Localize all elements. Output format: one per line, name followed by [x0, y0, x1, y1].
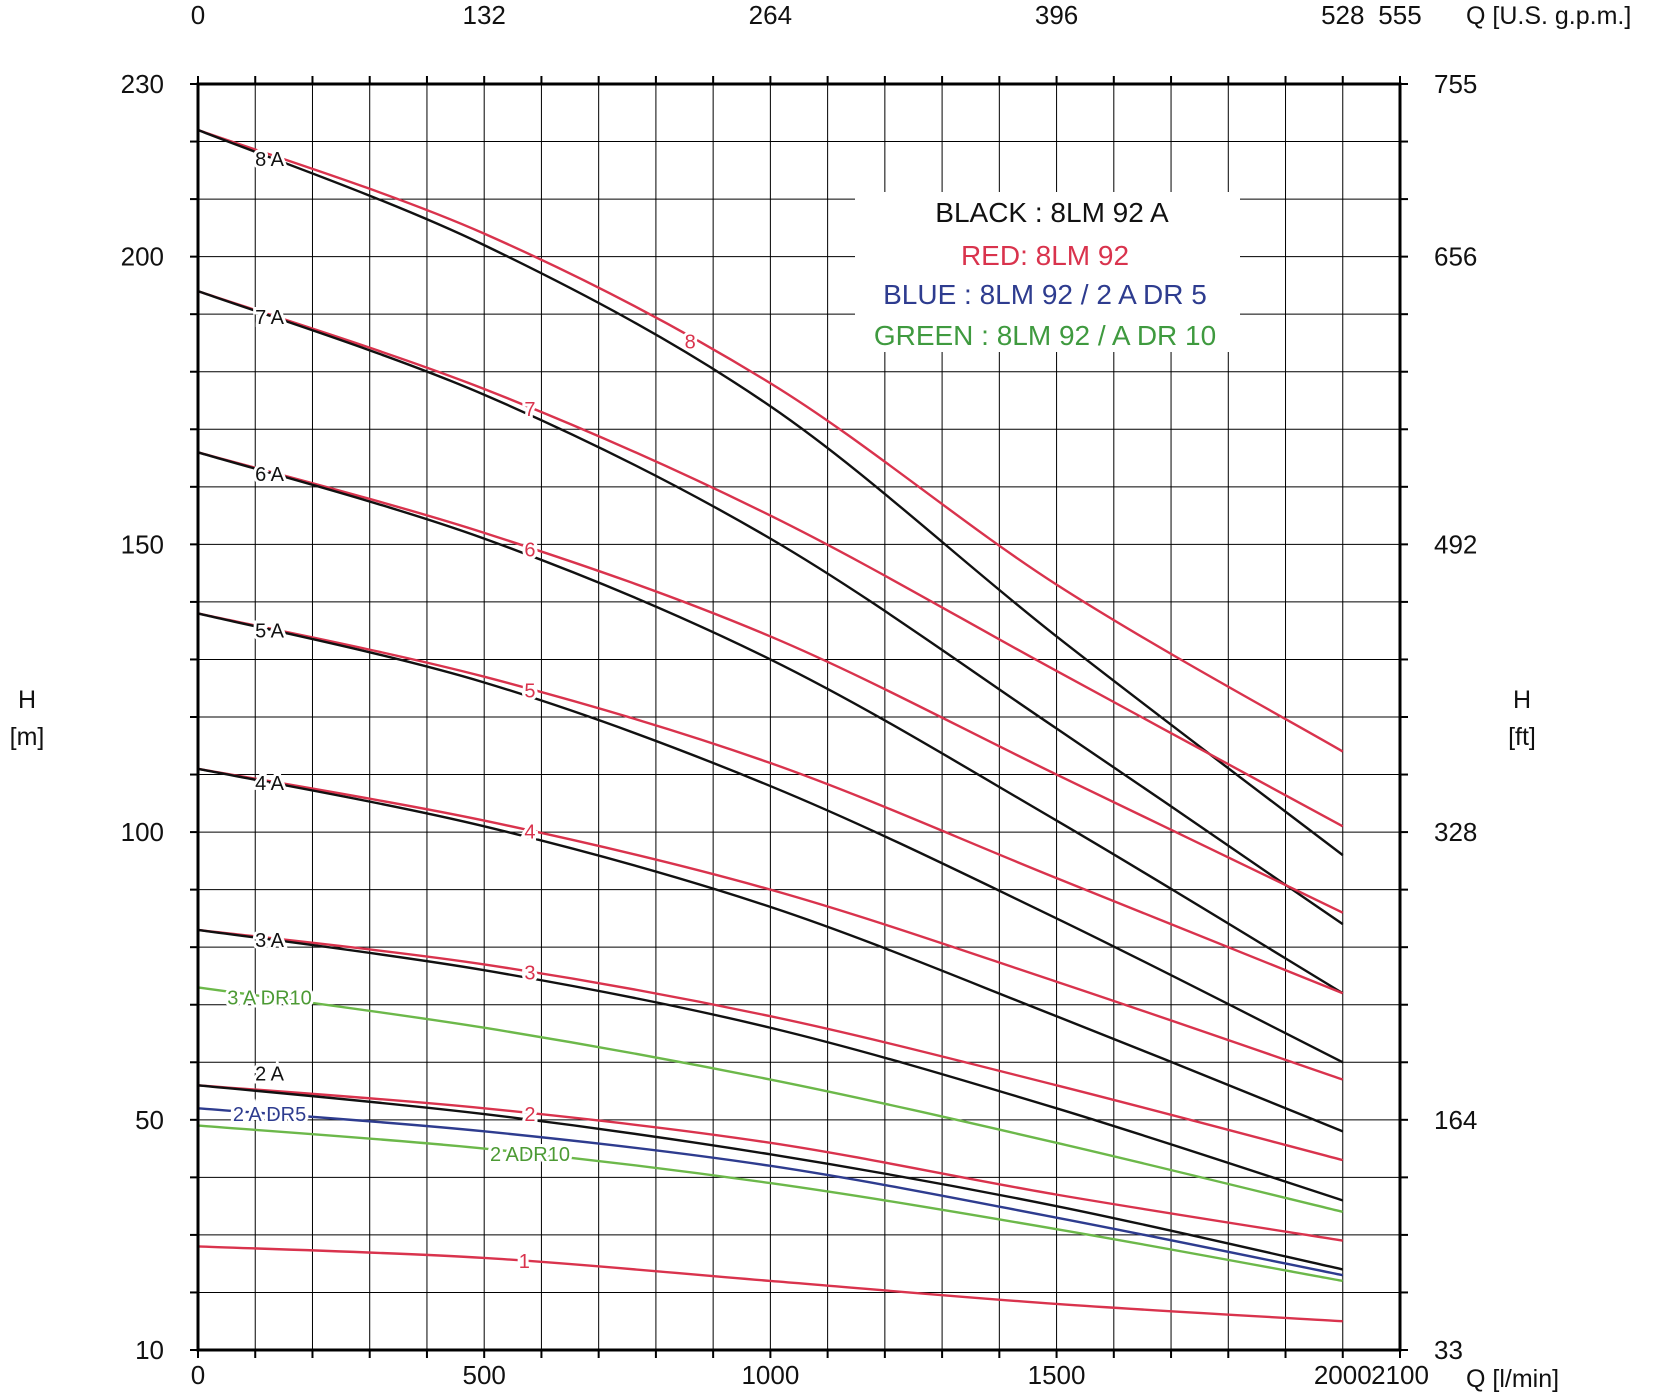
curve-4-a: [197, 767, 1344, 1133]
curve-3-a-dr10: [197, 986, 1344, 1214]
curve-6: [197, 451, 1344, 914]
curve-label: 8: [685, 331, 696, 353]
x-top-tick-label: 555: [1378, 0, 1421, 30]
x-top-tick-label: 132: [462, 0, 505, 30]
legend-entry-red: RED: 8LM 92: [961, 240, 1129, 271]
curve-4: [197, 767, 1344, 1081]
curve-label: 2: [524, 1104, 535, 1126]
x-tick-label: 500: [462, 1360, 505, 1390]
curve-label: 6: [524, 539, 535, 561]
curve-1: [197, 1245, 1343, 1323]
legend-entry-black: BLACK : 8LM 92 A: [935, 197, 1169, 228]
curve-8: [197, 128, 1344, 753]
curve-label: 4: [524, 822, 535, 844]
curve-8-a: [197, 128, 1344, 857]
curve-labels: 8 8 A 7 7 A 6 6 A 5 5 A 4 4 A 3 3 A 3 A DR10 2 2 A 2 A …: [224, 146, 699, 1276]
x-axis-top-title: Q [U.S. g.p.m.]: [1466, 2, 1631, 30]
curve-label: 7: [524, 399, 535, 421]
curve-7-a: [197, 290, 1344, 926]
curve-label: 2 A DR5: [233, 1104, 306, 1126]
x-tick-label: 2100: [1371, 1360, 1429, 1390]
curve-5: [197, 612, 1344, 995]
y-tick-label: 100: [121, 817, 164, 847]
y-axis-title-right: H: [1513, 686, 1531, 714]
y-right-tick-label: 164: [1434, 1105, 1477, 1135]
x-axis-title: Q [l/min]: [1466, 1365, 1559, 1393]
y-right-tick-label: 656: [1434, 242, 1477, 272]
legend: BLACK : 8LM 92 A RED: 8LM 92 BLUE : 8LM …: [855, 192, 1240, 352]
x-top-tick-label: 0: [191, 0, 205, 30]
x-tick-label: 1000: [741, 1360, 799, 1390]
y-tick-label: 230: [121, 69, 164, 99]
x-tick-label: 1500: [1028, 1360, 1086, 1390]
curve-5-a: [197, 612, 1344, 1064]
curve-2-a-dr5: [197, 1107, 1343, 1277]
curve-label: 1: [519, 1251, 530, 1273]
curve-2-a: [197, 1084, 1344, 1271]
curve-label: 5: [524, 681, 535, 703]
y-axis-unit-right: [ft]: [1508, 723, 1536, 751]
curve-3-a: [197, 928, 1344, 1202]
x-top-tick-label: 264: [749, 0, 792, 30]
curve-label: 3 A DR10: [227, 988, 312, 1010]
curve-7: [197, 290, 1344, 828]
y-axis-unit-left: [m]: [10, 723, 45, 751]
y-right-tick-label: 755: [1434, 69, 1477, 99]
curve-label: 3: [524, 963, 535, 985]
x-top-tick-label: 396: [1035, 0, 1078, 30]
curve-3: [197, 928, 1344, 1162]
curve-6-a: [197, 451, 1344, 995]
legend-entry-blue: BLUE : 8LM 92 / 2 A DR 5: [883, 279, 1207, 310]
curve-label: 4 A: [255, 773, 285, 795]
y-axis-title-left: H: [18, 686, 36, 714]
curve-label: 3 A: [255, 930, 285, 952]
curve-layer: [197, 128, 1344, 1323]
curve-label: 6 A: [255, 464, 285, 486]
y-tick-label: 150: [121, 529, 164, 559]
curve-label: 7 A: [255, 307, 285, 329]
y-tick-label: 10: [135, 1335, 164, 1365]
legend-entry-green: GREEN : 8LM 92 / A DR 10: [874, 320, 1216, 351]
curve-label: 5 A: [255, 621, 285, 643]
x-top-tick-label: 528: [1321, 0, 1364, 30]
y-tick-label: 50: [135, 1105, 164, 1135]
y-right-tick-label: 328: [1434, 817, 1477, 847]
y-tick-label: 200: [121, 242, 164, 272]
curve-label: 2 A: [255, 1063, 285, 1085]
curve-label: 2 ADR10: [490, 1144, 570, 1166]
curve-2: [197, 1084, 1343, 1242]
x-tick-label: 2000: [1314, 1360, 1372, 1390]
x-tick-label: 0: [191, 1360, 205, 1390]
y-right-tick-label: 492: [1434, 529, 1477, 559]
y-right-tick-label: 33: [1434, 1335, 1463, 1365]
curve-label: 8 A: [255, 149, 285, 171]
legend-box: [855, 192, 1240, 352]
curve-2-adr10: [197, 1124, 1343, 1283]
